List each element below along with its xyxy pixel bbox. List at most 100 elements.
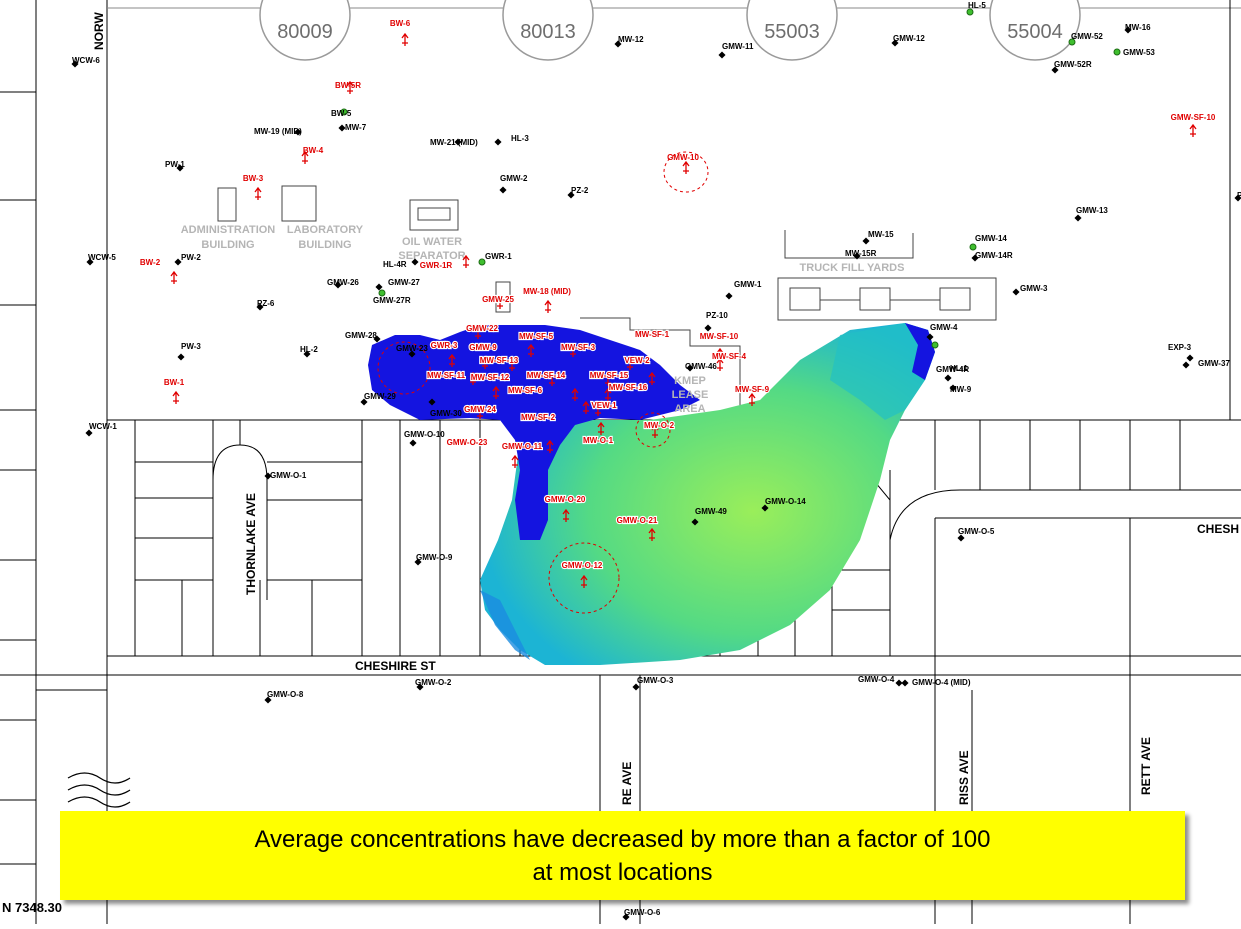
well-label: MW-18 (MID) bbox=[523, 287, 571, 296]
well-label: GMW-O-14 bbox=[765, 497, 806, 506]
well-symbol bbox=[174, 258, 182, 266]
well-marker-black: MW-16 bbox=[1124, 23, 1151, 34]
well-marker-black: HL-5 bbox=[966, 1, 986, 16]
well-marker-black: GMW-14 bbox=[969, 234, 1007, 251]
well-symbol bbox=[409, 439, 417, 447]
well-marker-red: GMW-O-21 bbox=[616, 515, 659, 541]
well-symbol bbox=[548, 372, 556, 386]
street-label-shire: RE AVE bbox=[620, 762, 634, 805]
well-symbol bbox=[648, 527, 656, 541]
well-marker-red: MW-SF-13 bbox=[479, 355, 520, 371]
well-label: MW-SF-5 bbox=[519, 332, 554, 341]
well-symbol bbox=[969, 243, 977, 251]
well-symbol bbox=[373, 335, 381, 343]
well-symbol bbox=[494, 138, 502, 146]
building-label: TRUCK FILL YARDS bbox=[800, 262, 905, 274]
well-symbol bbox=[544, 299, 552, 313]
well-symbol bbox=[478, 258, 486, 266]
well-symbol bbox=[571, 387, 579, 401]
well-label: MW-SF-12 bbox=[471, 373, 510, 382]
well-marker-black: MW-7 bbox=[338, 123, 367, 132]
well-symbol bbox=[651, 424, 659, 438]
well-symbol bbox=[725, 292, 733, 300]
building-label: OIL WATER bbox=[402, 236, 462, 248]
well-label: MW-15R bbox=[845, 249, 877, 258]
well-marker-black: EXP-3 bbox=[1168, 343, 1194, 362]
well-label: MW-SF-6 bbox=[508, 386, 543, 395]
well-marker-red: MW-SF-1 bbox=[626, 329, 671, 370]
well-label: HL-2 bbox=[300, 345, 318, 354]
street-label-rett: RETT AVE bbox=[1139, 737, 1153, 795]
tank-label: 55003 bbox=[764, 21, 820, 43]
well-symbol bbox=[86, 258, 94, 266]
street-labels: NORW THORNLAKE AVE CHESHIRE ST CHESH RE … bbox=[92, 12, 1239, 805]
well-symbol bbox=[170, 270, 178, 284]
well-symbol bbox=[511, 454, 519, 468]
well-marker-black: GMW-46 bbox=[685, 362, 717, 372]
well-symbol bbox=[378, 289, 386, 297]
well-label: MW-9 bbox=[950, 385, 972, 394]
well-marker-red: GMW-O-23 bbox=[446, 437, 519, 468]
well-label: GMW-O-12 bbox=[562, 561, 603, 570]
well-marker-black: GMW-23 bbox=[396, 344, 428, 358]
well-label: GMW-O-4 (MID) bbox=[912, 678, 971, 687]
well-label: MW-12 bbox=[618, 35, 644, 44]
well-marker-black: HL-4R bbox=[383, 258, 419, 269]
well-label: GMW-O-9 bbox=[416, 553, 453, 562]
well-symbol bbox=[926, 333, 934, 341]
well-marker-black: GWR-1 bbox=[478, 252, 512, 266]
well-marker-black: GMW-52 bbox=[1068, 32, 1103, 46]
well-symbol bbox=[1068, 38, 1076, 46]
well-symbol bbox=[360, 398, 368, 406]
tank-label: 80013 bbox=[520, 21, 576, 43]
well-label: GWR-1R bbox=[420, 261, 453, 270]
well-label: PZ-6 bbox=[257, 299, 275, 308]
well-symbol bbox=[891, 39, 899, 47]
well-marker-red: MW-SF-4 bbox=[711, 347, 748, 362]
caption-line-1: Average concentrations have decreased by… bbox=[254, 825, 991, 853]
well-symbol bbox=[254, 186, 262, 200]
well-label: GMW-9 bbox=[469, 343, 497, 352]
well-label: GMW-11 bbox=[722, 42, 754, 51]
well-label: HL-4R bbox=[383, 260, 407, 269]
well-symbol bbox=[303, 350, 311, 358]
well-symbol bbox=[411, 258, 419, 266]
well-symbol bbox=[562, 508, 570, 522]
well-symbol bbox=[626, 356, 634, 370]
street-label-thornlake: THORNLAKE AVE bbox=[244, 493, 258, 595]
tank-label: 55004 bbox=[1007, 21, 1063, 43]
well-marker-black: GMW-27 bbox=[375, 278, 420, 291]
street-label-cheshire-right: CHESH bbox=[1197, 522, 1239, 536]
well-label: PZ-3 bbox=[1237, 191, 1241, 200]
building-label: BUILDING bbox=[201, 239, 254, 251]
well-marker-red: MW-SF-9 bbox=[734, 384, 771, 406]
well-label: GMW-O-3 bbox=[637, 676, 674, 685]
well-label: BW-6 bbox=[390, 19, 411, 28]
tank-80013: 80013 bbox=[502, 0, 594, 61]
well-symbol bbox=[508, 357, 516, 371]
well-label: GMW-2 bbox=[500, 174, 528, 183]
well-marker-black: GMW-O-8 bbox=[264, 690, 304, 704]
well-label: GMW-O-10 bbox=[404, 430, 445, 439]
street-label: NORW bbox=[92, 12, 106, 50]
well-symbol bbox=[862, 237, 870, 245]
well-label: GWR-3 bbox=[431, 341, 458, 350]
well-marker-red: MW-SF-3 bbox=[560, 342, 597, 357]
well-marker-red: BW-3 bbox=[243, 174, 264, 200]
well-symbol bbox=[597, 421, 605, 435]
well-marker-black: GMW-O-3 bbox=[632, 676, 674, 691]
well-label: VEW-2 bbox=[624, 356, 650, 365]
well-symbol bbox=[632, 683, 640, 691]
well-symbol bbox=[1012, 288, 1020, 296]
well-marker-black: MW-19 (MID) bbox=[254, 127, 302, 136]
well-label: GMW-13 bbox=[1076, 206, 1108, 215]
well-label: GMW-27R bbox=[373, 296, 411, 305]
well-marker-black: GMW-O-9 bbox=[414, 553, 453, 566]
well-label: HL-3 bbox=[511, 134, 529, 143]
well-label: GMW-24 bbox=[464, 405, 496, 414]
well-marker-red: GMW-22 bbox=[465, 323, 500, 339]
well-symbol bbox=[622, 913, 630, 921]
wells-layer: WCW-6 BW-5 MW-19 (MID) MW-7 MW-21 (MID) HL-3 P… bbox=[71, 1, 1241, 921]
well-marker-black: MW-15 bbox=[862, 230, 894, 245]
